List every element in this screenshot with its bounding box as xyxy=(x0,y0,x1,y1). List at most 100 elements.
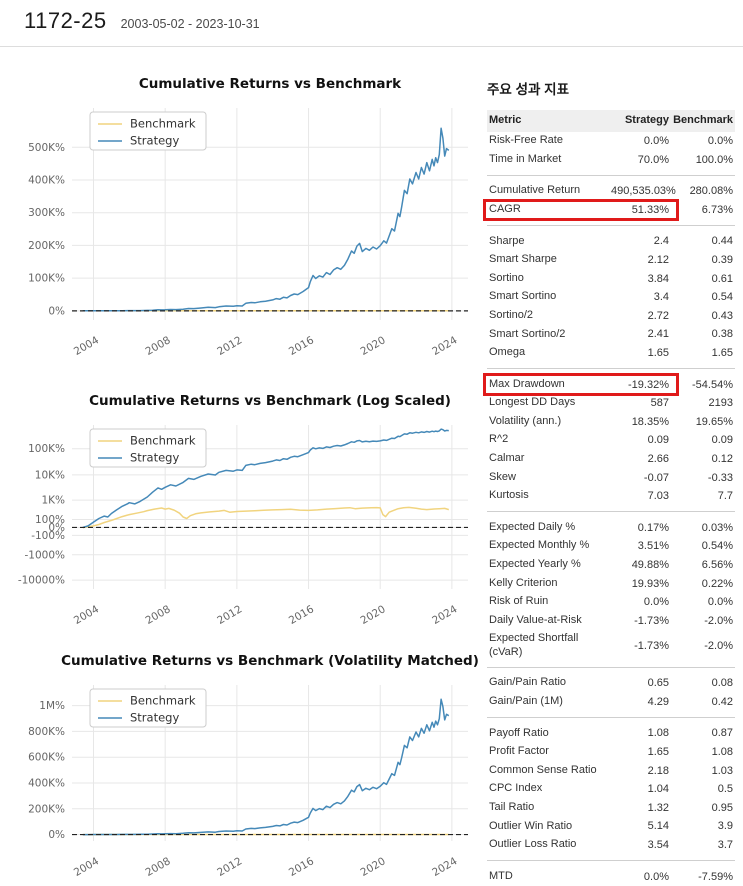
report-header: 1172-25 2003-05-02 - 2023-10-31 xyxy=(24,8,260,34)
table-row: Cumulative Return 490,535.03% 280.08% xyxy=(487,182,735,201)
metric-name: Sharpe xyxy=(489,234,525,247)
y-tick-label: 100K% xyxy=(28,443,65,455)
metric-name: Gain/Pain Ratio xyxy=(489,676,567,689)
metric-name: Outlier Win Ratio xyxy=(489,819,573,832)
strategy-value: 3.51% xyxy=(637,540,669,553)
series-line-strategy xyxy=(82,428,449,529)
table-row: Max Drawdown -19.32% -54.54% xyxy=(483,373,735,396)
benchmark-value: 1.08 xyxy=(711,746,733,759)
y-tick-label: 1K% xyxy=(41,495,65,507)
strategy-value: 2.4 xyxy=(653,235,669,248)
strategy-value: 1.08 xyxy=(647,727,669,740)
y-tick-label: -1000% xyxy=(25,549,66,561)
y-tick-label: -100% xyxy=(31,530,65,542)
benchmark-value: 1.03 xyxy=(711,764,733,777)
metric-name: Skew xyxy=(489,470,516,483)
table-row: Expected Daily % 0.17% 0.03% xyxy=(487,518,735,537)
y-tick-label: 400K% xyxy=(28,174,65,186)
table-group-separator xyxy=(487,174,735,176)
chart-vol-matched-container: Cumulative Returns vs Benchmark (Volatil… xyxy=(18,645,482,886)
x-tick-label: 2004 xyxy=(72,855,101,879)
x-tick-label: 2016 xyxy=(287,603,316,627)
x-tick-label: 2016 xyxy=(287,855,316,879)
benchmark-value: 0.95 xyxy=(711,801,733,814)
strategy-value: 3.4 xyxy=(653,291,669,304)
strategy-value: -19.32% xyxy=(628,378,669,391)
benchmark-value: 0.38 xyxy=(711,328,733,341)
metric-name: Max Drawdown xyxy=(489,377,565,390)
y-tick-label: 300K% xyxy=(28,207,65,219)
x-tick-label: 2012 xyxy=(215,334,244,358)
table-row: Time in Market 70.0% 100.0% xyxy=(487,150,735,169)
y-tick-label: 200K% xyxy=(28,803,65,815)
metric-name: Sortino/2 xyxy=(489,308,534,321)
table-row: Payoff Ratio 1.08 0.87 xyxy=(487,724,735,743)
strategy-value: 70.0% xyxy=(637,153,669,166)
metric-name: Calmar xyxy=(489,452,525,465)
y-tick-label: 0% xyxy=(48,829,65,841)
x-tick-label: 2004 xyxy=(72,334,101,358)
strategy-value: 0.65 xyxy=(647,677,669,690)
strategy-value: 49.88% xyxy=(631,558,669,571)
column-header-strategy: Strategy xyxy=(624,114,669,126)
table-row: Risk-Free Rate 0.0% 0.0% xyxy=(487,132,735,151)
y-tick-label: 0% xyxy=(48,305,65,317)
table-row: Sharpe 2.4 0.44 xyxy=(487,232,735,251)
table-row: Longest DD Days 587 2193 xyxy=(487,394,735,413)
table-row: Volatility (ann.) 18.35% 19.65% xyxy=(487,412,735,431)
chart-cumulative-returns-log: Cumulative Returns vs Benchmark (Log Sca… xyxy=(18,393,468,627)
strategy-value: 3.54 xyxy=(647,839,669,852)
benchmark-value: 0.12 xyxy=(711,452,733,465)
benchmark-value: 3.7 xyxy=(717,839,733,852)
table-row: Calmar 2.66 0.12 xyxy=(487,450,735,469)
benchmark-value: 0.39 xyxy=(711,254,733,267)
table-group-separator xyxy=(487,860,735,862)
strategy-value: 587 xyxy=(650,397,669,410)
benchmark-value: 0.54% xyxy=(701,540,733,553)
y-tick-label: 400K% xyxy=(28,777,65,789)
table-row: Gain/Pain (1M) 4.29 0.42 xyxy=(487,693,735,712)
series-line-strategy xyxy=(82,127,450,312)
benchmark-value: -0.33 xyxy=(707,471,733,484)
table-row: Sortino/2 2.72 0.43 xyxy=(487,307,735,326)
benchmark-value: -7.59% xyxy=(698,870,733,883)
table-row: MTD 0.0% -7.59% xyxy=(487,867,735,886)
x-tick-label: 2024 xyxy=(430,855,459,879)
table-group-separator xyxy=(487,511,735,513)
strategy-value: 2.12 xyxy=(647,254,669,267)
date-range: 2003-05-02 - 2023-10-31 xyxy=(120,17,260,31)
benchmark-value: 0.5 xyxy=(717,783,733,796)
benchmark-value: 0.87 xyxy=(711,727,733,740)
x-tick-label: 2016 xyxy=(287,334,316,358)
benchmark-value: 0.22% xyxy=(701,577,733,590)
benchmark-value: 0.43 xyxy=(711,309,733,322)
table-row: Skew -0.07 -0.33 xyxy=(487,468,735,487)
y-tick-label: -10000% xyxy=(18,575,65,587)
metric-name: Profit Factor xyxy=(489,745,549,758)
benchmark-value: 0.0% xyxy=(707,596,733,609)
table-row: Tail Ratio 1.32 0.95 xyxy=(487,799,735,818)
table-row: R^2 0.09 0.09 xyxy=(487,431,735,450)
benchmark-value: -2.0% xyxy=(704,614,733,627)
strategy-value: 3.84 xyxy=(647,272,669,285)
table-row: Smart Sortino 3.4 0.54 xyxy=(487,288,735,307)
metric-name: Smart Sortino/2 xyxy=(489,327,566,340)
metric-name: Risk of Ruin xyxy=(489,595,549,608)
metrics-panel: 주요 성과 지표 Metric Strategy Benchmark Risk-… xyxy=(483,78,735,886)
table-row: Outlier Loss Ratio 3.54 3.7 xyxy=(487,836,735,855)
metric-name: CPC Index xyxy=(489,782,543,795)
metric-name: Expected Shortfall (cVaR) xyxy=(489,631,579,658)
strategy-value: 18.35% xyxy=(631,415,669,428)
strategy-value: 490,535.03% xyxy=(611,185,676,198)
column-header-benchmark: Benchmark xyxy=(673,114,733,126)
benchmark-value: -2.0% xyxy=(704,639,733,652)
metric-name: Expected Daily % xyxy=(489,520,576,533)
metric-name: R^2 xyxy=(489,433,509,446)
x-tick-label: 2012 xyxy=(215,603,244,627)
metrics-panel-title: 주요 성과 지표 xyxy=(487,82,570,97)
legend-label-benchmark: Benchmark xyxy=(130,434,196,448)
table-row: CPC Index 1.04 0.5 xyxy=(487,780,735,799)
benchmark-value: 6.56% xyxy=(701,558,733,571)
page-title: 1172-25 xyxy=(24,8,107,33)
